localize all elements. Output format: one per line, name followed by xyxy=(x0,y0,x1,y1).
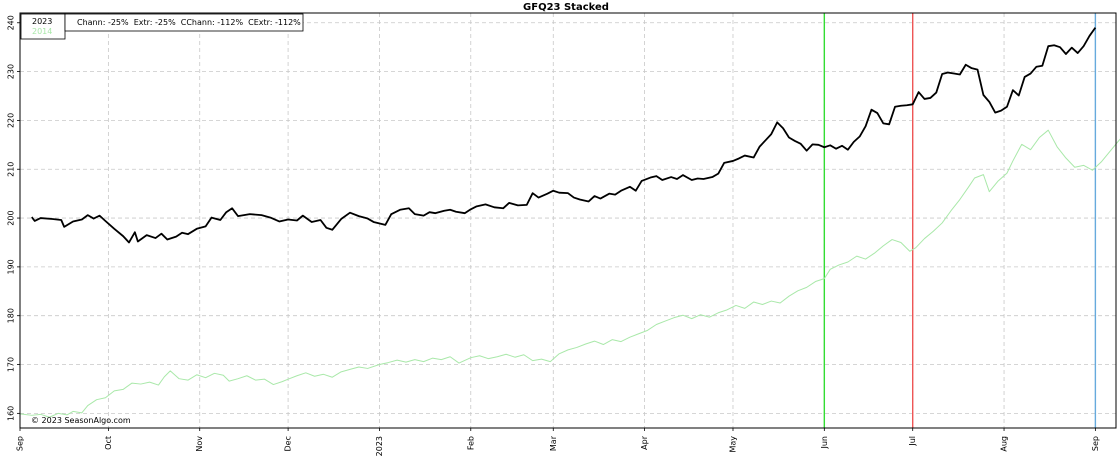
y-tick-label: 200 xyxy=(7,210,16,225)
y-axis-ticks: 160 170 180 190 200 210 220 230 240 xyxy=(7,15,20,421)
y-tick-label: 240 xyxy=(7,15,16,30)
x-tick-label: 2023 xyxy=(375,436,384,456)
x-axis-ticks: Sep Oct Nov Dec 2023 Feb Mar Apr May Jun Jul Aug Sep xyxy=(16,428,1100,456)
y-tick-label: 170 xyxy=(7,357,16,372)
event-lines xyxy=(823,13,1097,428)
x-tick-label: Jul xyxy=(908,436,917,447)
watermark: © 2023 SeasonAlgo.com xyxy=(31,416,131,425)
series-line-2023 xyxy=(31,27,1097,244)
y-tick-label: 210 xyxy=(7,162,16,177)
stats-text: Chann: -25% Extr: -25% CChann: -112% CEx… xyxy=(77,18,301,27)
chart-title: GFQ23 Stacked xyxy=(523,2,609,13)
plot-frame xyxy=(19,12,1117,429)
legend-box xyxy=(20,13,66,40)
y-tick-label: 180 xyxy=(7,308,16,323)
y-tick-label: 160 xyxy=(7,406,16,421)
x-tick-label: Oct xyxy=(104,436,113,450)
grid-lines xyxy=(19,13,1116,428)
x-tick-label: Dec xyxy=(284,436,293,451)
stats-box-frame xyxy=(64,13,304,32)
stats-box: Chann: -25% Extr: -25% CChann: -112% CEx… xyxy=(64,13,304,32)
y-tick-label: 220 xyxy=(7,113,16,128)
x-tick-label: Aug xyxy=(1000,436,1009,452)
y-tick-label: 230 xyxy=(7,64,16,79)
legend: 2023 2014 xyxy=(20,13,66,40)
y-tick-label: 190 xyxy=(7,259,16,274)
x-tick-label: Sep xyxy=(16,436,25,451)
series-lines xyxy=(19,27,1120,418)
x-tick-label: Apr xyxy=(640,435,649,450)
series-line-2014 xyxy=(19,129,1120,418)
x-tick-label: Nov xyxy=(195,436,204,452)
legend-entry: 2014 xyxy=(32,27,52,36)
x-tick-label: Jun xyxy=(820,436,829,450)
x-tick-label: May xyxy=(728,436,737,453)
x-tick-label: Feb xyxy=(466,436,475,450)
x-tick-label: Mar xyxy=(549,435,558,451)
x-tick-label: Sep xyxy=(1091,436,1100,451)
legend-entry: 2023 xyxy=(32,17,52,26)
